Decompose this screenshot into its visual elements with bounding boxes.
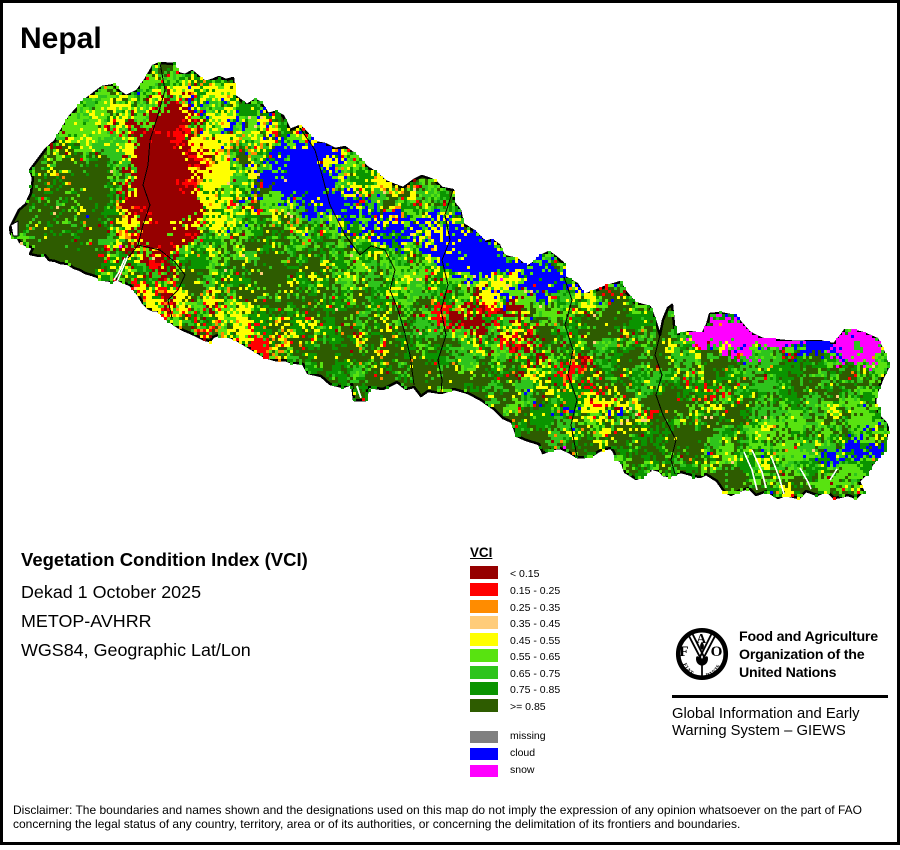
svg-text:A: A [696,631,706,646]
svg-text:F: F [679,644,688,660]
svg-text:O: O [711,644,723,660]
